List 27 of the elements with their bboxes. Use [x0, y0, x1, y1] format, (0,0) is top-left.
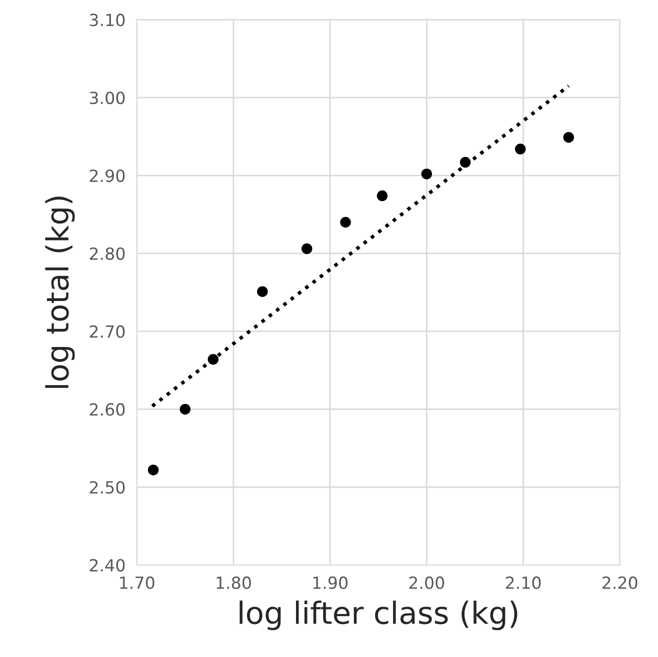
y-tick-label: 2.90 [90, 169, 125, 182]
y-tick-label: 2.70 [90, 325, 125, 338]
x-tick-label: 1.80 [216, 576, 251, 590]
point [340, 216, 351, 228]
y-tick-label: 3.10 [90, 14, 125, 26]
point [208, 354, 219, 365]
y-tick-label: 2.40 [90, 558, 125, 572]
y-axis-title: log total (kg) [45, 196, 75, 388]
x-tick-label: 1.90 [313, 576, 348, 590]
point [563, 132, 574, 143]
x-tick-label: 2.10 [506, 576, 541, 590]
y-tick-label: 2.80 [90, 247, 125, 260]
y-tick-label: 2.50 [90, 481, 125, 494]
point [421, 168, 432, 180]
point [376, 190, 388, 202]
y-tick-label: 3.00 [90, 92, 125, 104]
x-tick-label: 2.20 [602, 576, 638, 590]
point [257, 286, 268, 297]
x-tick-label: 1.70 [120, 576, 154, 590]
x-tick-label: 2.00 [409, 576, 444, 590]
x-axis-title: log lifter class (kg) [240, 600, 518, 630]
point [514, 144, 526, 154]
point [460, 156, 471, 168]
point [148, 464, 159, 476]
y-tick-label: 2.60 [90, 403, 125, 416]
point [301, 243, 312, 254]
point [180, 404, 191, 415]
